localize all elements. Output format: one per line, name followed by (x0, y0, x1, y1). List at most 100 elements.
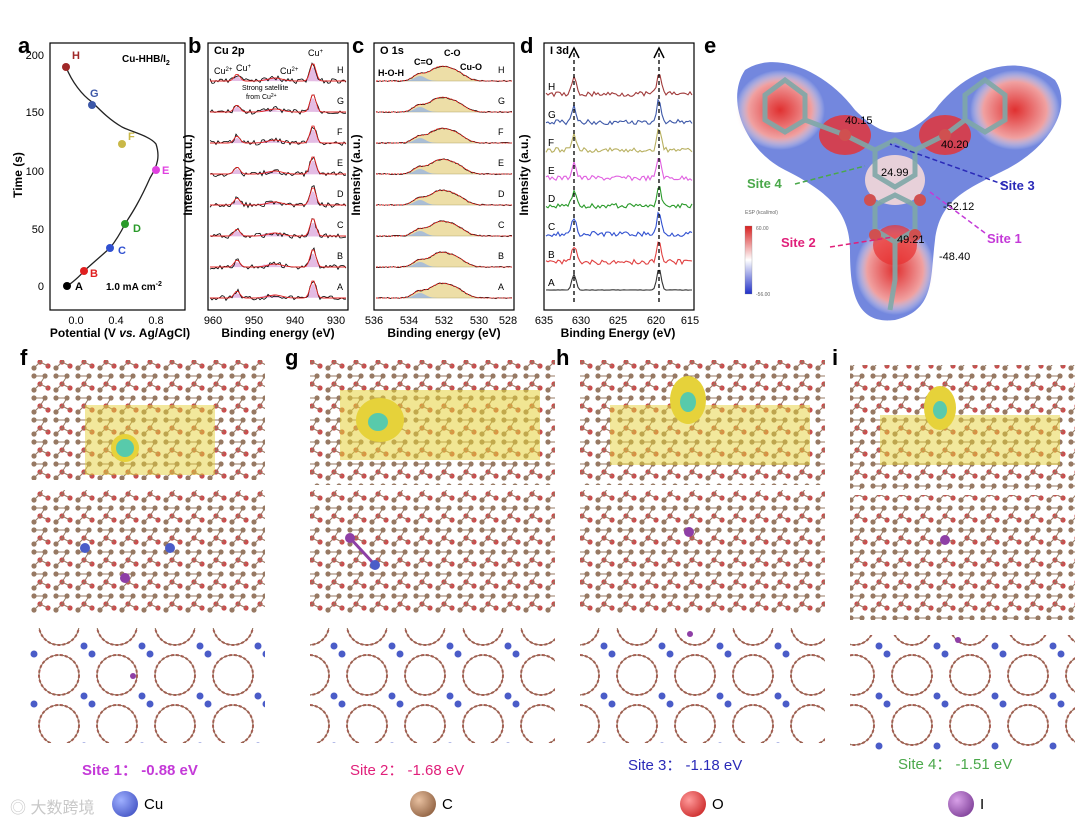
panel-c-curve-label: C (498, 220, 505, 230)
panel-e-colorbar (744, 225, 753, 295)
panel-a-point (88, 101, 96, 109)
panel-b-xtick: 960 (204, 315, 222, 327)
panel-c-title: O 1s (380, 45, 404, 57)
panel-d-curve-label: C (548, 222, 555, 233)
panel-b-spectrum (209, 126, 347, 146)
panel-b-fill (210, 223, 346, 237)
panel-g-structures (310, 360, 555, 743)
panel-b-fit (210, 187, 346, 206)
panel-b-satellite-note: Strong satellite (242, 85, 288, 92)
panel-d-x-ticks: 635 630 625 620 615 (535, 315, 699, 327)
panel-c-peak-cu-o: Cu-O (460, 62, 482, 72)
legend-i-label: I (980, 795, 985, 813)
panel-e-site2-arrow (829, 236, 894, 248)
panel-d-frame (543, 42, 695, 311)
panel-c-curve-label: A (498, 282, 504, 292)
panel-c-fit (376, 158, 512, 175)
panel-b-fill (210, 160, 346, 175)
panel-d-arrow-2 (653, 46, 665, 59)
panel-a-ytick: 50 (32, 224, 44, 236)
panel-c-xtick: 532 (435, 315, 453, 327)
panel-c-xlabel: Binding energy (eV) (387, 326, 500, 340)
panel-b-fit (210, 125, 346, 144)
panel-d-spectrum (545, 98, 693, 126)
panel-d-chart: I 3d Intensity (a.u.) Binding Energy (eV… (517, 42, 699, 340)
panel-b-peak-cu1-left: Cu+ (236, 63, 252, 73)
panel-d-curve-label: B (548, 250, 555, 261)
panel-a-frame (49, 42, 186, 311)
panel-b-xtick: 930 (327, 315, 345, 327)
panel-a-point (63, 282, 71, 290)
panel-b-curve-label: G (337, 96, 344, 106)
panel-c-chart: O 1s Intensity (a.u.) Binding energy (eV… (349, 42, 517, 340)
panel-d-spectrum (545, 241, 693, 266)
panel-b-curve-label: C (337, 220, 344, 230)
panel-e-oxygen-atoms (839, 129, 951, 241)
panel-label-h: h (556, 345, 570, 370)
legend-o: O (680, 791, 724, 817)
panel-b-fill (210, 129, 346, 144)
panel-a-point (152, 166, 160, 174)
panel-c-component (376, 127, 512, 144)
i-atom-icon (948, 791, 974, 817)
panel-c-component (376, 189, 512, 206)
panel-c-component (376, 251, 512, 268)
cu-atom-icon (112, 791, 138, 817)
panel-c-peak-c-o: C-O (444, 48, 461, 58)
panel-d-curve-label: A (548, 278, 555, 289)
panel-d-spectrum (545, 158, 693, 182)
panel-b-xtick: 950 (245, 315, 263, 327)
panel-c-xtick: 536 (365, 315, 383, 327)
panel-d-title: I 3d (550, 45, 569, 57)
panel-b-curve-label: B (337, 251, 343, 261)
panel-c-curve-label: F (498, 127, 504, 137)
panel-d-spectrum (545, 211, 693, 238)
panel-e-values: 40.15 40.20 24.99 -52.12 49.21 -48.40 (845, 115, 974, 263)
panel-b-peak-cu2-left: Cu2+ (214, 66, 233, 76)
panel-e-site4-label: Site 4 (747, 176, 782, 191)
panel-c-fit (376, 189, 512, 206)
panel-c-xtick: 534 (400, 315, 418, 327)
panel-d-curve-label: H (548, 82, 555, 93)
panel-c-ylabel: Intensity (a.u.) (349, 134, 363, 215)
panel-e-colorbar-min: -56.00 (756, 292, 770, 298)
panel-a-point-label: G (90, 88, 99, 100)
panel-e-value: 24.99 (881, 167, 909, 179)
panel-b-chart: Cu 2p Intensity (a.u.) Binding energy (e… (181, 42, 349, 340)
panel-c-frame (373, 42, 515, 311)
panel-b-curve-label: E (337, 158, 343, 168)
panel-c-spectrum (375, 251, 513, 269)
panel-b-peak-cu2-right: Cu2+ (280, 66, 299, 76)
panel-c-component (376, 220, 512, 237)
panel-d-spectra: A B C D E F G H (545, 74, 693, 291)
structures-panel (30, 360, 1075, 750)
panel-d-spectrum (545, 74, 693, 98)
panel-e-site1-label: Site 1 (987, 231, 1022, 246)
panel-e-value: 49.21 (897, 234, 925, 246)
panel-b-xlabel: Binding energy (eV) (221, 326, 334, 340)
c-atom-icon (410, 791, 436, 817)
site3-caption: Site 3： -1.18 eV (628, 757, 743, 774)
panel-a-title: Cu-HHB/I2 (122, 54, 170, 67)
legend-cu: Cu (112, 791, 163, 817)
panel-b-fit (210, 218, 346, 237)
site1-caption: Site 1： -0.88 eV (82, 762, 198, 779)
panel-b-peak-cu1-right: Cu+ (308, 48, 324, 58)
panel-label-e: e (704, 33, 717, 58)
panel-d-xtick: 635 (535, 315, 553, 327)
panel-b-fill (210, 98, 346, 113)
panel-label-i: i (832, 345, 839, 370)
panel-c-spectra: A B C D E F G H (375, 65, 513, 300)
panel-a-point-label: F (128, 131, 135, 143)
panel-b-spectrum (209, 247, 347, 271)
panel-d-xtick: 630 (572, 315, 590, 327)
panel-b-title: Cu 2p (214, 45, 245, 57)
panel-a-ylabel: Time (s) (11, 152, 25, 198)
panel-a-point-label: H (72, 50, 80, 62)
panel-c-curve-label: D (498, 189, 505, 199)
panel-e-site4-arrow (794, 165, 866, 185)
panel-e-esp-map: 40.15 40.20 24.99 -52.12 49.21 -48.40 Si… (735, 62, 1062, 321)
o-atom-icon (680, 791, 706, 817)
panel-a-point-label: A (75, 281, 83, 293)
panel-e-value: -48.40 (939, 251, 970, 263)
